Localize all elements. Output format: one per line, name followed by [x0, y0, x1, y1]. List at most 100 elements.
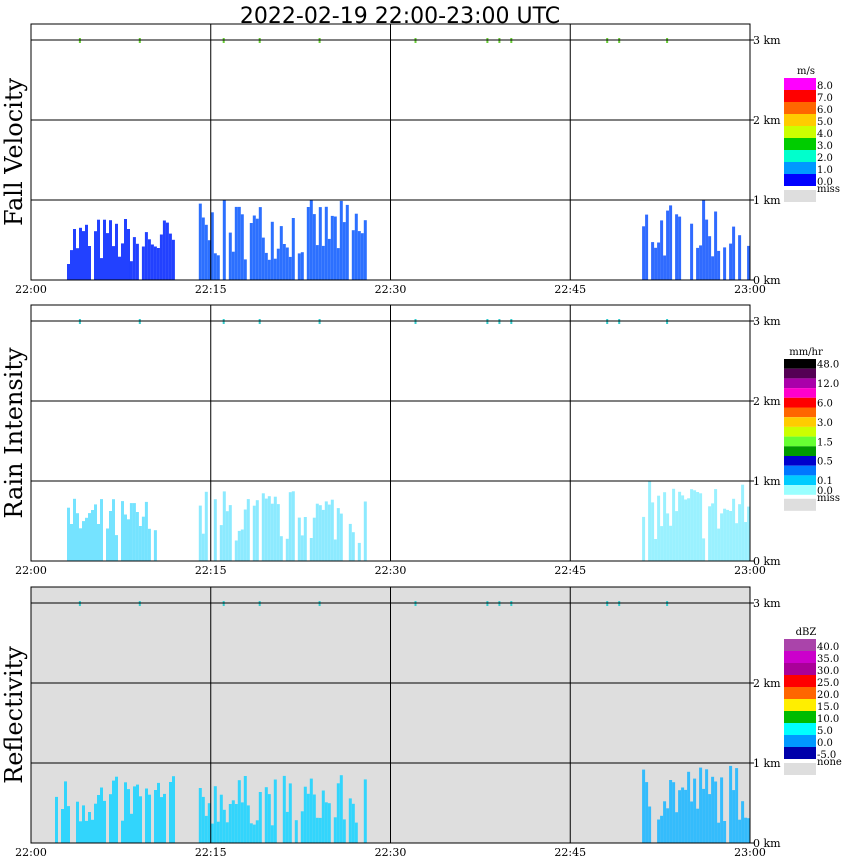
echo-column: [154, 790, 157, 843]
echo-column: [204, 815, 208, 843]
echo-column: [351, 532, 355, 561]
echo-column: [723, 247, 727, 280]
echo-column: [159, 234, 163, 280]
echo-column: [660, 526, 664, 561]
echo-column: [663, 801, 667, 843]
echo-column: [654, 539, 658, 561]
plot-frame: [30, 586, 751, 844]
echo-column: [258, 792, 262, 843]
echo-column: [747, 245, 751, 280]
echo-column: [672, 488, 676, 561]
echo-column: [291, 491, 295, 561]
echo-column: [300, 811, 304, 843]
echo-column: [723, 508, 727, 561]
echo-column: [129, 503, 133, 561]
echo-column: [156, 248, 160, 280]
echo-column: [720, 777, 724, 843]
echo-column: [729, 765, 733, 843]
echo-column: [267, 794, 271, 843]
echo-column: [234, 206, 238, 280]
echo-column: [237, 206, 241, 280]
echo-column: [747, 506, 751, 561]
echo-column: [276, 248, 280, 280]
echo-column: [267, 496, 271, 561]
echo-column: [363, 220, 367, 280]
echo-column: [651, 242, 655, 280]
echo-column: [130, 813, 133, 843]
colorbar-swatch: [784, 417, 816, 427]
echo-column: [741, 484, 745, 561]
echo-column: [348, 523, 352, 561]
colorbar-swatch: [784, 446, 816, 456]
echo-column: [136, 784, 139, 843]
echo-column: [696, 492, 700, 561]
echo-column: [327, 238, 331, 280]
echo-column: [141, 246, 145, 280]
echo-column: [693, 490, 697, 561]
echo-column: [121, 820, 124, 843]
colorbar-unit: mm/hr: [789, 347, 823, 358]
echo-column: [198, 203, 202, 280]
echo-column: [675, 812, 679, 843]
echo-column: [270, 503, 274, 561]
echo-column: [261, 493, 265, 561]
echo-column: [303, 517, 307, 561]
echo-column: [282, 775, 286, 843]
echo-column: [225, 511, 229, 561]
colorbar-label: 0.0: [817, 738, 833, 749]
echo-column: [150, 244, 154, 280]
echo-column: [210, 212, 214, 280]
echo-column: [237, 780, 241, 843]
echo-column: [747, 818, 751, 843]
echo-column: [94, 803, 97, 843]
colorbar-missing-swatch: [784, 190, 816, 202]
colorbar-swatch: [784, 397, 816, 408]
echo-column: [103, 800, 106, 843]
colorbar-unit: dBZ: [796, 627, 817, 638]
echo-column: [699, 493, 703, 561]
echo-column: [324, 501, 328, 561]
time-tick-label: 22:45: [554, 564, 586, 577]
echo-column: [153, 530, 157, 561]
echo-column: [339, 200, 343, 280]
echo-column: [699, 245, 703, 280]
echo-column: [717, 528, 721, 561]
panel-ylabel: Rain Intensity: [0, 347, 28, 519]
colorbar-label: 15.0: [817, 702, 839, 713]
colorbar-label: 1.0: [817, 165, 833, 176]
echo-column: [285, 538, 289, 561]
echo-column: [231, 251, 235, 280]
echo-column: [141, 516, 145, 561]
colorbar-swatch: [784, 735, 816, 747]
echo-column: [342, 819, 346, 843]
echo-column: [97, 219, 100, 280]
height-tick-label: 0 km: [753, 274, 781, 287]
plot-frame: [30, 304, 751, 562]
echo-column: [249, 823, 253, 843]
colorbar-label: 2.0: [817, 153, 833, 164]
time-tick-label: 22:15: [195, 564, 227, 577]
echo-column: [330, 499, 334, 561]
echo-column: [357, 231, 361, 280]
echo-column: [76, 248, 79, 280]
echo-column: [207, 803, 211, 843]
echo-column: [273, 258, 277, 280]
echo-column: [336, 783, 340, 843]
echo-column: [64, 781, 67, 843]
echo-column: [79, 528, 82, 561]
echo-column: [228, 232, 232, 280]
echo-column: [213, 499, 217, 561]
echo-column: [204, 224, 208, 280]
echo-column: [82, 805, 85, 843]
echo-column: [85, 224, 88, 280]
colorbar-swatch: [784, 407, 816, 418]
echo-column: [172, 776, 175, 843]
echo-column: [711, 256, 715, 280]
echo-column: [348, 798, 352, 843]
echo-column: [124, 782, 127, 843]
echo-column: [363, 501, 367, 561]
echo-column: [246, 499, 250, 561]
echo-column: [315, 817, 319, 843]
height-tick-label: 0 km: [753, 555, 781, 568]
echo-column: [357, 542, 361, 561]
